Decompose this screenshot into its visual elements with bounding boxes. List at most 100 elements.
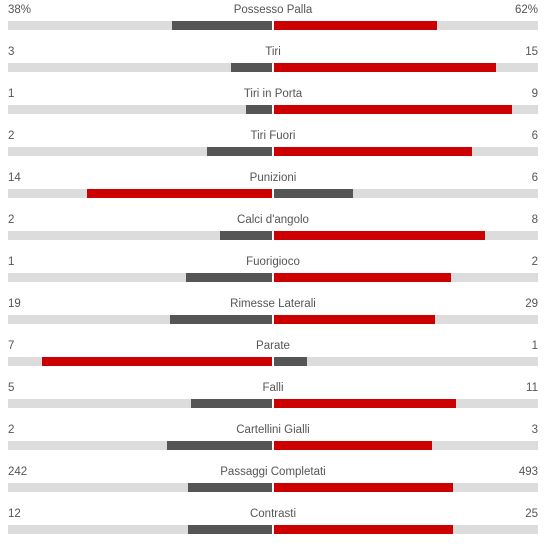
stat-home-value: 19 bbox=[8, 298, 21, 310]
stat-label: Fuorigioco bbox=[246, 256, 300, 268]
stat-bar-track bbox=[8, 188, 538, 199]
bar-center-divider bbox=[272, 230, 274, 241]
stat-row: Calci d'angolo 2 8 bbox=[0, 212, 546, 254]
stat-labels: Calci d'angolo 2 8 bbox=[8, 212, 538, 228]
stat-bar-track bbox=[8, 104, 538, 115]
stat-home-value: 7 bbox=[8, 340, 15, 352]
stat-away-value: 1 bbox=[531, 340, 538, 352]
away-bar-fill bbox=[273, 63, 496, 72]
stat-bar-track bbox=[8, 356, 538, 367]
bar-center-divider bbox=[272, 146, 274, 157]
away-bar-fill bbox=[273, 189, 353, 198]
stat-home-value: 12 bbox=[8, 508, 21, 520]
stat-home-value: 38% bbox=[8, 4, 32, 16]
stat-label: Possesso Palla bbox=[233, 4, 313, 16]
home-bar-fill bbox=[167, 441, 273, 450]
stat-label: Falli bbox=[262, 382, 284, 394]
stat-away-value: 6 bbox=[531, 172, 538, 184]
bar-center-divider bbox=[272, 356, 274, 367]
stat-home-value: 5 bbox=[8, 382, 15, 394]
stat-away-value: 6 bbox=[531, 130, 538, 142]
stat-labels: Contrasti 12 25 bbox=[8, 506, 538, 522]
away-bar-fill bbox=[273, 231, 485, 240]
stat-row: Falli 5 11 bbox=[0, 380, 546, 422]
stat-away-value: 3 bbox=[531, 424, 538, 436]
home-bar-fill bbox=[246, 105, 273, 114]
stat-row: Passaggi Completati 242 493 bbox=[0, 464, 546, 506]
stat-bar-track bbox=[8, 314, 538, 325]
stat-row: Tiri Fuori 2 6 bbox=[0, 128, 546, 170]
bar-center-divider bbox=[272, 440, 274, 451]
stat-labels: Tiri in Porta 1 9 bbox=[8, 86, 538, 102]
stat-bar-track bbox=[8, 482, 538, 493]
stat-label: Passaggi Completati bbox=[220, 466, 326, 478]
stat-away-value: 29 bbox=[525, 298, 538, 310]
home-bar-fill bbox=[170, 315, 273, 324]
stat-row: Rimesse Laterali 19 29 bbox=[0, 296, 546, 338]
stat-bar-track bbox=[8, 146, 538, 157]
away-bar-fill bbox=[273, 315, 435, 324]
stat-bar-track bbox=[8, 440, 538, 451]
away-bar-fill bbox=[273, 357, 307, 366]
stat-labels: Passaggi Completati 242 493 bbox=[8, 464, 538, 480]
stat-row: Possesso Palla 38% 62% bbox=[0, 2, 546, 44]
stat-label: Parate bbox=[256, 340, 290, 352]
stat-label: Cartellini Gialli bbox=[236, 424, 310, 436]
stat-label: Tiri in Porta bbox=[243, 88, 303, 100]
stat-home-value: 242 bbox=[8, 466, 28, 478]
stat-away-value: 25 bbox=[525, 508, 538, 520]
bar-center-divider bbox=[272, 398, 274, 409]
home-bar-fill bbox=[42, 357, 273, 366]
stat-label: Calci d'angolo bbox=[237, 214, 309, 226]
stat-away-value: 62% bbox=[514, 4, 538, 16]
away-bar-fill bbox=[273, 441, 432, 450]
stat-home-value: 2 bbox=[8, 214, 15, 226]
bar-center-divider bbox=[272, 20, 274, 31]
stat-labels: Falli 5 11 bbox=[8, 380, 538, 396]
stat-row: Tiri in Porta 1 9 bbox=[0, 86, 546, 128]
home-bar-fill bbox=[220, 231, 273, 240]
stat-row: Tiri 3 15 bbox=[0, 44, 546, 86]
stat-bar-track bbox=[8, 524, 538, 535]
stat-label: Tiri Fuori bbox=[250, 130, 296, 142]
home-bar-fill bbox=[191, 399, 273, 408]
stat-label: Contrasti bbox=[249, 508, 297, 520]
stat-row: Punizioni 14 6 bbox=[0, 170, 546, 212]
stat-row: Fuorigioco 1 2 bbox=[0, 254, 546, 296]
bar-center-divider bbox=[272, 524, 274, 535]
stat-row: Parate 7 1 bbox=[0, 338, 546, 380]
stat-bar-track bbox=[8, 20, 538, 31]
stat-away-value: 11 bbox=[526, 382, 538, 394]
stat-home-value: 2 bbox=[8, 424, 15, 436]
stat-bar-track bbox=[8, 398, 538, 409]
away-bar-fill bbox=[273, 273, 451, 282]
away-bar-fill bbox=[273, 21, 437, 30]
stat-labels: Rimesse Laterali 19 29 bbox=[8, 296, 538, 312]
home-bar-fill bbox=[207, 147, 273, 156]
bar-center-divider bbox=[272, 104, 274, 115]
stat-home-value: 1 bbox=[8, 256, 15, 268]
stat-labels: Cartellini Gialli 2 3 bbox=[8, 422, 538, 438]
stat-home-value: 2 bbox=[8, 130, 15, 142]
stat-away-value: 9 bbox=[531, 88, 538, 100]
stat-home-value: 14 bbox=[8, 172, 21, 184]
away-bar-fill bbox=[273, 399, 456, 408]
stat-away-value: 493 bbox=[518, 466, 538, 478]
bar-center-divider bbox=[272, 314, 274, 325]
away-bar-fill bbox=[273, 525, 453, 534]
home-bar-fill bbox=[188, 483, 273, 492]
stat-bar-track bbox=[8, 230, 538, 241]
stat-labels: Punizioni 14 6 bbox=[8, 170, 538, 186]
stat-labels: Possesso Palla 38% 62% bbox=[8, 2, 538, 18]
bar-center-divider bbox=[272, 482, 274, 493]
bar-center-divider bbox=[272, 188, 274, 199]
stat-row: Contrasti 12 25 bbox=[0, 506, 546, 548]
home-bar-fill bbox=[186, 273, 273, 282]
stat-labels: Fuorigioco 1 2 bbox=[8, 254, 538, 270]
stat-away-value: 2 bbox=[531, 256, 538, 268]
home-bar-fill bbox=[231, 63, 273, 72]
stat-home-value: 3 bbox=[8, 46, 15, 58]
stat-bar-track bbox=[8, 272, 538, 283]
stat-home-value: 1 bbox=[8, 88, 15, 100]
